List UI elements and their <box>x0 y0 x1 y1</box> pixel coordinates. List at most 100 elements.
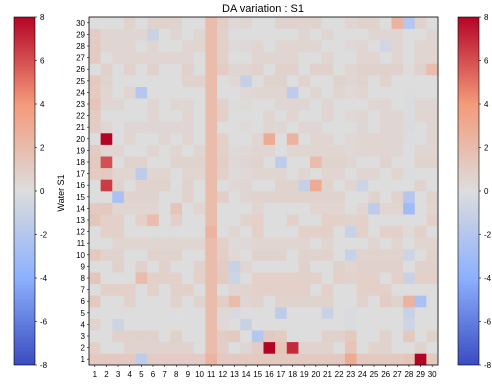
heatmap-cell-26-15 <box>379 191 392 203</box>
colorbar-tick-label: 8 <box>484 13 489 22</box>
heatmap-cell-4-5 <box>123 307 136 319</box>
heatmap-cell-14-25 <box>240 75 253 87</box>
heatmap-cell-1-15 <box>89 191 101 203</box>
heatmap-cell-27-15 <box>391 191 404 203</box>
heatmap-cell-5-11 <box>135 237 148 250</box>
heatmap-cell-11-27 <box>205 51 218 64</box>
heatmap-cell-21-2 <box>321 341 334 354</box>
heatmap-cell-28-13 <box>403 214 416 227</box>
heatmap-cell-30-10 <box>426 249 439 261</box>
heatmap-cell-8-11 <box>170 237 183 250</box>
heatmap-cell-17-22 <box>275 109 288 122</box>
heatmap-cell-8-18 <box>170 156 183 169</box>
heatmap-cell-28-3 <box>403 330 416 343</box>
heatmap-cell-1-27 <box>89 51 101 64</box>
heatmap-cell-18-7 <box>286 283 299 296</box>
heatmap-cell-22-6 <box>333 295 346 308</box>
heatmap-cell-9-23 <box>182 98 194 111</box>
heatmap-cell-7-30 <box>158 17 171 29</box>
heatmap-cell-30-18 <box>426 156 439 169</box>
heatmap-cell-25-23 <box>368 98 381 111</box>
heatmap-cell-19-27 <box>298 51 311 64</box>
heatmap-cell-7-2 <box>158 341 171 354</box>
heatmap-cell-6-11 <box>147 237 160 250</box>
heatmap-cell-26-24 <box>379 86 392 99</box>
heatmap-cell-5-12 <box>135 225 148 238</box>
heatmap-cell-7-25 <box>158 75 171 87</box>
heatmap-cell-21-5 <box>321 307 334 319</box>
heatmap-cell-18-12 <box>286 225 299 238</box>
heatmap-cell-1-9 <box>89 260 101 273</box>
heatmap-cell-2-29 <box>100 28 113 41</box>
x-tick-label: 28 <box>404 370 413 379</box>
heatmap-cell-11-18 <box>205 156 218 169</box>
heatmap-cell-22-24 <box>333 86 346 99</box>
y-tick-label: 3 <box>81 332 86 341</box>
heatmap-cell-2-23 <box>100 98 113 111</box>
heatmap-cell-24-5 <box>356 307 369 319</box>
heatmap-cell-23-16 <box>344 179 357 192</box>
heatmap-cell-21-27 <box>321 51 334 64</box>
heatmap-cell-6-3 <box>147 330 160 343</box>
heatmap-cell-19-12 <box>298 225 311 238</box>
heatmap-cell-16-30 <box>263 17 276 29</box>
heatmap-cell-14-11 <box>240 237 253 250</box>
heatmap-cell-30-27 <box>426 51 439 64</box>
heatmap-cell-21-30 <box>321 17 334 29</box>
colorbar-tick-label: 0 <box>40 187 45 196</box>
heatmap-cell-19-14 <box>298 202 311 215</box>
heatmap-cell-13-4 <box>228 318 241 331</box>
heatmap-cell-23-15 <box>344 191 357 203</box>
y-tick-label: 18 <box>76 158 85 167</box>
heatmap-cell-7-27 <box>158 51 171 64</box>
heatmap-cell-14-8 <box>240 272 253 285</box>
heatmap-cell-25-15 <box>368 191 381 203</box>
heatmap-cell-24-11 <box>356 237 369 250</box>
heatmap-cell-25-21 <box>368 121 381 134</box>
heatmap-cell-17-4 <box>275 318 288 331</box>
heatmap-cell-18-18 <box>286 156 299 169</box>
heatmap-cell-21-29 <box>321 28 334 41</box>
heatmap-cell-11-6 <box>205 295 218 308</box>
heatmap-cell-16-6 <box>263 295 276 308</box>
heatmap-cell-12-24 <box>216 86 229 99</box>
heatmap-cell-28-5 <box>403 307 416 319</box>
heatmap-cell-7-10 <box>158 249 171 261</box>
heatmap-cell-19-10 <box>298 249 311 261</box>
heatmap-cell-26-4 <box>379 318 392 331</box>
y-tick-label: 23 <box>76 100 85 109</box>
heatmap-cell-14-23 <box>240 98 253 111</box>
heatmap-cell-4-2 <box>123 341 136 354</box>
heatmap-cell-13-16 <box>228 179 241 192</box>
chart-title: DA variation : S1 <box>222 3 304 15</box>
heatmap-cell-2-12 <box>100 225 113 238</box>
heatmap-cell-5-27 <box>135 51 148 64</box>
heatmap-cell-3-15 <box>112 191 125 203</box>
heatmap-cell-18-19 <box>286 144 299 157</box>
heatmap-cell-3-9 <box>112 260 125 273</box>
heatmap-cell-7-19 <box>158 144 171 157</box>
heatmap-cell-23-14 <box>344 202 357 215</box>
heatmap-cell-19-11 <box>298 237 311 250</box>
heatmap-cell-28-19 <box>403 144 416 157</box>
heatmap-cell-27-16 <box>391 179 404 192</box>
heatmap-cell-12-21 <box>216 121 229 134</box>
heatmap-cell-8-15 <box>170 191 183 203</box>
heatmap-cell-28-2 <box>403 341 416 354</box>
heatmap-cell-16-19 <box>263 144 276 157</box>
heatmap-cell-12-27 <box>216 51 229 64</box>
heatmap-cell-24-27 <box>356 51 369 64</box>
heatmap-cell-21-12 <box>321 225 334 238</box>
heatmap-cell-6-25 <box>147 75 160 87</box>
heatmap-cell-15-15 <box>251 191 264 203</box>
heatmap-cell-2-22 <box>100 109 113 122</box>
heatmap-cell-1-17 <box>89 167 101 180</box>
heatmap-cell-3-4 <box>112 318 125 331</box>
heatmap-cell-17-21 <box>275 121 288 134</box>
heatmap-cell-11-20 <box>205 133 218 145</box>
heatmap-cell-27-21 <box>391 121 404 134</box>
heatmap-cell-27-30 <box>391 17 404 29</box>
heatmap-cell-3-12 <box>112 225 125 238</box>
heatmap-cell-15-27 <box>251 51 264 64</box>
heatmap-cell-3-20 <box>112 133 125 145</box>
